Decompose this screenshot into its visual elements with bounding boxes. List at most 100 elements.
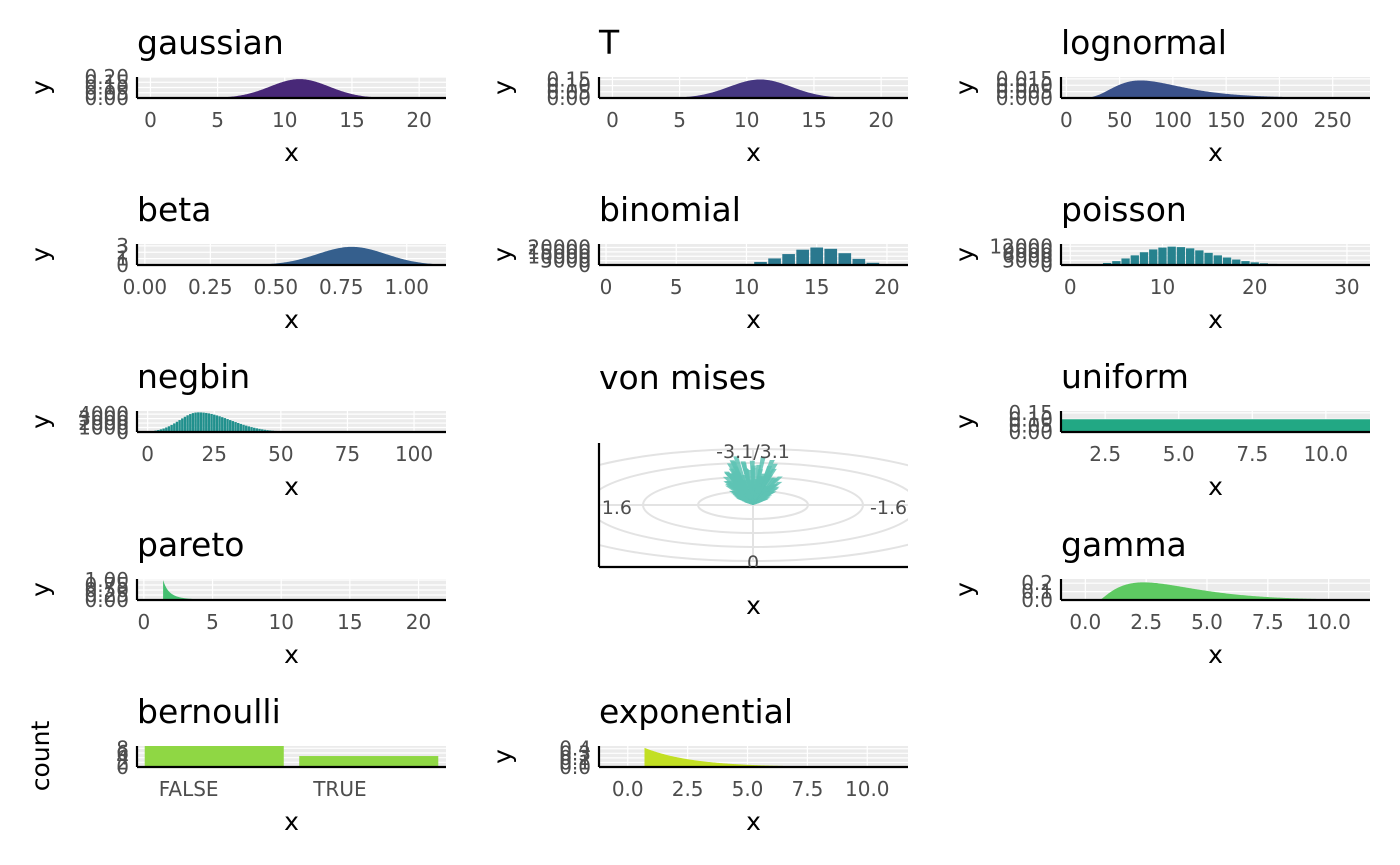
- beta-y-tick-label: 2: [116, 240, 129, 264]
- binomial-y-axis-title: y: [488, 247, 517, 262]
- poisson-x-tick-label: 20: [1242, 275, 1267, 299]
- binomial-bar: [838, 253, 852, 265]
- gaussian-panel-title: gaussian: [137, 23, 284, 62]
- poisson-panel-title: poisson: [1061, 190, 1187, 229]
- poisson-y-tick-label: 6000: [1002, 244, 1053, 268]
- binomial-x-tick-label: 15: [804, 275, 829, 299]
- bernoulli-x-tick-label: TRUE: [312, 777, 366, 801]
- uniform-y-tick-label: 0.00: [1008, 420, 1053, 444]
- poisson-bar: [1185, 248, 1195, 265]
- poisson-bar: [1204, 252, 1213, 265]
- gamma-x-tick-label: 0.0: [1069, 610, 1101, 634]
- negbin-bar: [167, 426, 171, 432]
- poisson-bar: [1176, 247, 1186, 265]
- gamma-x-tick-label: 2.5: [1130, 610, 1162, 634]
- poisson-x-axis-title: x: [1208, 305, 1223, 334]
- gamma-y-tick-label: 0.0: [1021, 588, 1053, 612]
- lognormal-y-axis-title: y: [950, 80, 979, 95]
- lognormal-density-area: [1087, 80, 1365, 98]
- lognormal-x-tick-label: 50: [1107, 108, 1132, 132]
- beta-y-tick-label: 0: [116, 253, 129, 277]
- gamma-x-tick-label: 10.0: [1306, 610, 1351, 634]
- beta-x-tick-label: 0.00: [123, 275, 168, 299]
- pareto-y-tick-label: 0.75: [84, 573, 129, 597]
- binomial-x-axis-title: x: [746, 305, 761, 334]
- exponential-density-area: [644, 747, 908, 767]
- bernoulli-y-tick-label: 6: [116, 741, 129, 765]
- t-panel-title: T: [598, 23, 620, 62]
- negbin-bar: [242, 424, 245, 432]
- negbin-bar: [221, 417, 224, 432]
- vonmises-polar-bar: [732, 466, 753, 505]
- gaussian-y-tick-label: 0.00: [84, 86, 129, 110]
- vonmises-polar-bar: [753, 469, 763, 505]
- t-x-tick-label: 20: [868, 108, 893, 132]
- t-y-axis-title: y: [488, 80, 517, 95]
- negbin-y-tick-label: 2000: [78, 411, 129, 435]
- t-x-tick-label: 0: [606, 108, 619, 132]
- beta-y-tick-label: 3: [116, 234, 129, 258]
- gamma-panel-title: gamma: [1061, 525, 1187, 564]
- t-y-tick-label: 0.15: [546, 67, 591, 91]
- uniform-y-axis-title: y: [950, 414, 979, 429]
- binomial-y-tick-label: 15000: [527, 240, 591, 264]
- negbin-bar: [263, 429, 267, 432]
- binomial-bar: [852, 258, 866, 265]
- t-x-tick-label: 10: [734, 108, 759, 132]
- beta-density-area: [144, 246, 433, 265]
- beta-y-axis-title: y: [26, 247, 55, 262]
- binomial-y-tick-label: 5000: [540, 249, 591, 273]
- exponential-x-tick-label: 10.0: [845, 777, 890, 801]
- negbin-bar: [247, 426, 251, 432]
- vonmises-polar-bar: [731, 471, 753, 505]
- lognormal-y-tick-label: 0.010: [996, 73, 1053, 97]
- exponential-y-tick-label: 0.0: [559, 755, 591, 779]
- exponential-panel-title: exponential: [599, 692, 793, 731]
- negbin-bar: [202, 412, 205, 432]
- bernoulli-y-tick-label: 8: [116, 736, 129, 760]
- binomial-y-tick-label: 0: [578, 253, 591, 277]
- negbin-y-tick-label: 4000: [78, 402, 129, 426]
- pareto-panel-title: pareto: [137, 525, 244, 564]
- vonmises-polar-bar: [753, 499, 769, 505]
- poisson-bar: [1250, 262, 1259, 265]
- vonmises-angle-label: 1.6: [602, 497, 632, 519]
- gamma-x-tick-label: 7.5: [1252, 610, 1284, 634]
- uniform-x-tick-label: 5.0: [1163, 442, 1195, 466]
- poisson-bar: [1241, 261, 1250, 265]
- negbin-bar: [194, 412, 197, 432]
- poisson-bar: [1130, 255, 1139, 265]
- binomial-x-tick-label: 20: [874, 275, 899, 299]
- binomial-y-tick-label: 10000: [527, 244, 591, 268]
- negbin-bar: [178, 420, 181, 432]
- vonmises-polar-bar: [753, 477, 771, 505]
- gaussian-x-tick-label: 0: [144, 108, 157, 132]
- vonmises-polar-bar: [724, 472, 753, 505]
- pareto-x-tick-label: 5: [206, 610, 219, 634]
- bernoulli-bar-false: [144, 746, 284, 767]
- beta-x-tick-label: 0.25: [188, 275, 233, 299]
- pareto-x-tick-label: 15: [337, 610, 362, 634]
- negbin-bar: [197, 412, 200, 432]
- negbin-x-tick-label: 75: [335, 442, 360, 466]
- negbin-bar: [210, 413, 213, 432]
- binomial-x-tick-label: 0: [600, 275, 613, 299]
- t-facet: T 0 5 10 15 20 0.000.050.100.15 x y: [488, 23, 908, 167]
- negbin-bar: [234, 422, 237, 432]
- pareto-y-tick-label: 1.00: [84, 568, 129, 592]
- negbin-bar: [199, 412, 203, 432]
- lognormal-x-tick-label: 0: [1060, 108, 1073, 132]
- t-x-axis-title: x: [746, 138, 761, 167]
- poisson-x-tick-label: 0: [1064, 275, 1077, 299]
- vonmises-polar-bar: [746, 470, 753, 505]
- negbin-bar: [229, 420, 232, 432]
- lognormal-y-tick-label: 0.000: [996, 86, 1053, 110]
- uniform-y-tick-label: 0.05: [1008, 414, 1053, 438]
- negbin-bar: [239, 423, 243, 432]
- vonmises-polar-area: [599, 448, 908, 562]
- bernoulli-y-axis-title: count: [26, 721, 55, 792]
- exponential-x-axis-title: x: [746, 807, 761, 836]
